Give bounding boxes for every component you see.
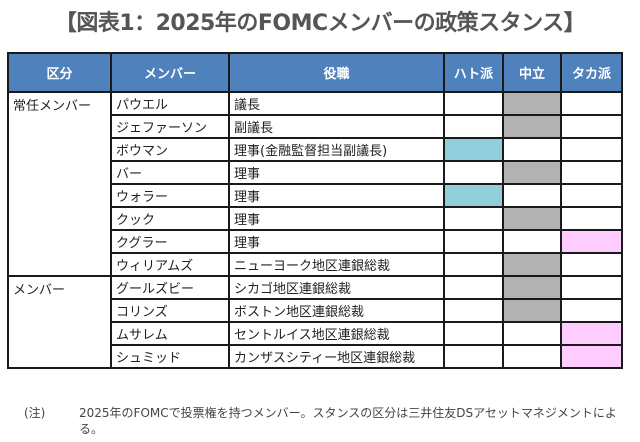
dove-stance-cell — [443, 114, 504, 139]
header-dove: ハト派 — [443, 52, 504, 93]
neutral-stance-cell — [502, 344, 562, 369]
header-hawk: タカ派 — [560, 52, 623, 93]
dove-stance-cell — [443, 275, 504, 300]
member-cell: ウォラー — [110, 183, 230, 208]
neutral-stance-cell — [502, 91, 562, 116]
role-cell: 理事 — [228, 160, 445, 185]
member-cell: グールズビー — [110, 275, 230, 300]
member-cell: バー — [110, 160, 230, 185]
dove-stance-cell — [443, 206, 504, 231]
dove-stance-cell — [443, 344, 504, 369]
hawk-stance-cell — [560, 91, 623, 116]
header-category: 区分 — [7, 52, 112, 93]
neutral-stance-cell — [502, 298, 562, 323]
neutral-stance-cell — [502, 160, 562, 185]
table-row: ムサレム セントルイス地区連銀総裁 — [8, 321, 623, 346]
member-cell: パウエル — [110, 91, 230, 116]
table-row: メンバー グールズビー シカゴ地区連銀総裁 — [7, 275, 623, 369]
hawk-stance-cell — [560, 344, 623, 369]
member-cell: シュミッド — [110, 344, 230, 369]
table-row: ボウマン 理事(金融監督担当副議長) — [8, 137, 623, 162]
header-row: 区分 メンバー 役職 ハト派 中立 タカ派 — [7, 52, 623, 93]
hawk-stance-cell — [560, 137, 623, 162]
hawk-stance-cell — [560, 321, 623, 346]
table-body: 常任メンバー パウエル 議長 ジェファーソン 副議長 ボウマン 理事(金融監督担当副議長) バ… — [7, 91, 623, 369]
category-cell: メンバー — [7, 275, 112, 369]
member-cell: コリンズ — [110, 298, 230, 323]
hawk-stance-cell — [560, 183, 623, 208]
role-cell: セントルイス地区連銀総裁 — [228, 321, 445, 346]
table-row: バー 理事 — [8, 160, 623, 185]
role-cell: 理事(金融監督担当副議長) — [228, 137, 445, 162]
hawk-stance-cell — [560, 298, 623, 323]
header-member: メンバー — [110, 52, 230, 93]
dove-stance-cell — [443, 321, 504, 346]
hawk-stance-cell — [560, 206, 623, 231]
role-cell: カンザスシティー地区連銀総裁 — [228, 344, 445, 369]
neutral-stance-cell — [502, 275, 562, 300]
fomc-stance-table: 区分 メンバー 役職 ハト派 中立 タカ派 常任メンバー パウエル 議長 ジェファーソ… — [7, 52, 623, 369]
footnote-text: 2025年のFOMCで投票権を持つメンバー。スタンスの区分は三井住友DSアセット… — [79, 406, 617, 436]
dove-stance-cell — [443, 91, 504, 116]
member-cell: ジェファーソン — [110, 114, 230, 139]
neutral-stance-cell — [502, 137, 562, 162]
role-cell: ボストン地区連銀総裁 — [228, 298, 445, 323]
member-cell: クック — [110, 206, 230, 231]
role-cell: 理事 — [228, 206, 445, 231]
category-cell: 常任メンバー — [7, 91, 112, 277]
dove-stance-cell — [443, 252, 504, 277]
table-row: クック 理事 — [8, 206, 623, 231]
hawk-stance-cell — [560, 160, 623, 185]
role-cell: ニューヨーク地区連銀総裁 — [228, 252, 445, 277]
table-row: クグラー 理事 — [8, 229, 623, 254]
hawk-stance-cell — [560, 252, 623, 277]
header-neutral: 中立 — [502, 52, 562, 93]
table-row: ウィリアムズ ニューヨーク地区連銀総裁 — [8, 252, 623, 277]
member-cell: ボウマン — [110, 137, 230, 162]
dove-stance-cell — [443, 137, 504, 162]
hawk-stance-cell — [560, 229, 623, 254]
table-row: 常任メンバー パウエル 議長 — [7, 91, 623, 277]
neutral-stance-cell — [502, 252, 562, 277]
hawk-stance-cell — [560, 114, 623, 139]
dove-stance-cell — [443, 160, 504, 185]
member-cell: クグラー — [110, 229, 230, 254]
neutral-stance-cell — [502, 229, 562, 254]
neutral-stance-cell — [502, 114, 562, 139]
table-row: ジェファーソン 副議長 — [8, 114, 623, 139]
role-cell: 副議長 — [228, 114, 445, 139]
role-cell: 理事 — [228, 183, 445, 208]
neutral-stance-cell — [502, 183, 562, 208]
role-cell: シカゴ地区連銀総裁 — [228, 275, 445, 300]
header-role: 役職 — [228, 52, 445, 93]
dove-stance-cell — [443, 183, 504, 208]
table-row: シュミッド カンザスシティー地区連銀総裁 — [8, 344, 623, 369]
member-cell: ムサレム — [110, 321, 230, 346]
member-cell: ウィリアムズ — [110, 252, 230, 277]
role-cell: 理事 — [228, 229, 445, 254]
chart-title: 【図表1：2025年のFOMCメンバーの政策スタンス】 — [54, 11, 586, 36]
neutral-stance-cell — [502, 321, 562, 346]
table-row: ウォラー 理事 — [8, 183, 623, 208]
neutral-stance-cell — [502, 206, 562, 231]
role-cell: 議長 — [228, 91, 445, 116]
dove-stance-cell — [443, 229, 504, 254]
footnote-label: (注) — [24, 406, 46, 420]
hawk-stance-cell — [560, 275, 623, 300]
dove-stance-cell — [443, 298, 504, 323]
table-row: コリンズ ボストン地区連銀総裁 — [8, 298, 623, 323]
